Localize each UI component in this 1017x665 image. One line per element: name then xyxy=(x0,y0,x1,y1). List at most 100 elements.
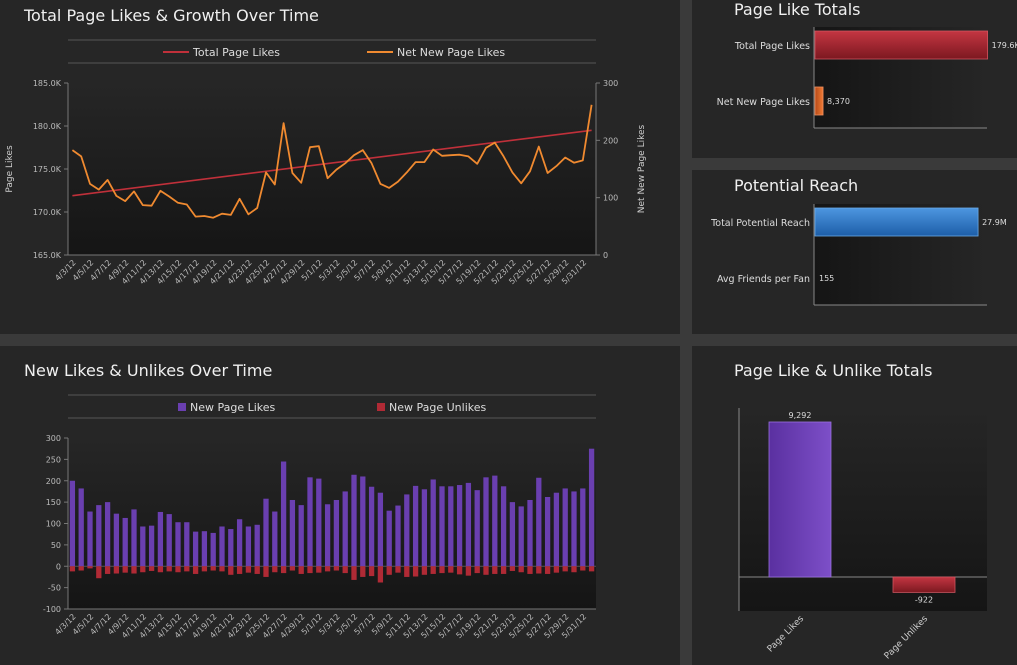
bar-new-page-unlikes xyxy=(430,566,436,574)
bar-new-page-likes xyxy=(210,532,216,567)
bar-new-page-likes xyxy=(439,486,445,567)
bar-new-page-likes xyxy=(289,499,296,567)
bar-new-page-likes xyxy=(175,522,181,567)
bar-new-page-unlikes xyxy=(166,566,172,572)
bar-new-page-likes xyxy=(131,509,137,567)
y2-tick-label: 100 xyxy=(603,194,618,203)
bar-new-page-unlikes xyxy=(474,566,480,574)
bar-new-page-likes xyxy=(536,477,542,567)
bar-new-page-likes xyxy=(157,511,164,567)
bar-new-page-unlikes xyxy=(368,566,375,577)
bar-new-page-unlikes xyxy=(324,566,331,572)
page-like-totals-chart: Total Page Likes 179.6K Net New Page Likes… xyxy=(717,27,1017,129)
category-label: Page Unlikes xyxy=(883,614,931,662)
bar-new-page-unlikes xyxy=(395,566,401,573)
bar-new-page-likes xyxy=(430,479,436,567)
bar-new-page-likes xyxy=(342,491,348,567)
category-label: Avg Friends per Fan xyxy=(717,274,810,285)
bar-new-page-unlikes xyxy=(562,566,568,572)
bar-new-page-unlikes xyxy=(342,566,348,574)
bar-new-page-likes xyxy=(483,477,489,567)
bar-new-page-unlikes xyxy=(236,566,243,574)
bar-new-page-likes xyxy=(368,486,375,567)
bar-new-page-unlikes xyxy=(113,566,120,574)
y2-tick-label: 200 xyxy=(603,136,618,145)
bar xyxy=(814,30,989,60)
bar-new-page-likes xyxy=(421,489,428,567)
y2-axis-title: Net New Page Likes xyxy=(637,124,647,213)
series-net-new-page-likes-line xyxy=(71,104,593,219)
bar-new-page-unlikes xyxy=(96,566,102,579)
bar-new-page-likes xyxy=(474,490,480,567)
bar-new-page-unlikes xyxy=(78,566,84,571)
bar-new-page-likes xyxy=(192,531,199,567)
bar-new-page-unlikes xyxy=(184,566,190,572)
bar-new-page-likes xyxy=(307,477,313,567)
bar-new-page-unlikes xyxy=(421,566,428,575)
y-tick-label: 150 xyxy=(46,498,61,507)
bar-new-page-likes xyxy=(377,492,384,567)
y-tick-label: 250 xyxy=(46,455,61,464)
panel-title: Page Like & Unlike Totals xyxy=(734,361,933,380)
bar-new-page-unlikes xyxy=(483,566,489,575)
bar-new-page-likes xyxy=(69,480,76,567)
bar-new-page-likes xyxy=(588,448,595,567)
page-like-totals-panel: Page Like Totals Total Page Likes 179.6K N… xyxy=(692,0,1017,158)
bar-new-page-unlikes xyxy=(157,566,164,573)
bar-new-page-likes xyxy=(254,524,260,567)
y-tick-label: 170.0K xyxy=(33,208,62,217)
bar-new-page-likes xyxy=(201,531,208,567)
bar-new-page-likes xyxy=(166,514,172,567)
bar-new-page-likes xyxy=(500,486,507,567)
bar-new-page-unlikes xyxy=(272,566,278,573)
bar-new-page-unlikes xyxy=(140,566,146,573)
bar-new-page-unlikes xyxy=(351,566,357,580)
y-tick-label: 100 xyxy=(46,520,61,529)
y2-tick-label: 300 xyxy=(603,79,618,88)
bar-new-page-unlikes xyxy=(386,566,392,575)
bar-new-page-unlikes xyxy=(518,566,524,573)
legend-swatch-new-page-unlikes xyxy=(377,403,385,411)
bar-new-page-likes xyxy=(228,529,234,567)
y-tick-label: 165.0K xyxy=(33,251,62,260)
bar-new-page-unlikes xyxy=(87,566,93,569)
bar-new-page-unlikes xyxy=(69,566,76,572)
bar-new-page-unlikes xyxy=(527,566,533,574)
bar-new-page-likes xyxy=(87,511,93,567)
bar-new-page-unlikes xyxy=(465,566,472,576)
bar-new-page-likes xyxy=(333,499,340,567)
bar-new-page-likes xyxy=(324,504,331,567)
legend-label-new-page-unlikes: New Page Unlikes xyxy=(389,401,486,414)
bar-new-page-unlikes xyxy=(509,566,516,571)
bar-new-page-likes xyxy=(272,511,278,567)
bar-new-page-unlikes xyxy=(588,566,595,572)
y-tick-label: -100 xyxy=(43,605,61,614)
bar-new-page-likes xyxy=(245,526,252,567)
panel-title: Potential Reach xyxy=(734,176,859,195)
bar-new-page-likes xyxy=(404,494,410,567)
legend-label-net-new-page-likes: Net New Page Likes xyxy=(397,46,505,59)
bar-new-page-likes xyxy=(527,499,533,567)
bar-new-page-likes xyxy=(544,496,551,567)
bar-new-page-likes xyxy=(78,488,84,567)
potential-reach-panel: Potential Reach Total Potential Reach 27.… xyxy=(692,170,1017,334)
bar-new-page-unlikes xyxy=(377,566,384,583)
bar-new-page-likes xyxy=(351,474,357,567)
bar-new-page-unlikes xyxy=(456,566,463,575)
y-tick-label: 50 xyxy=(51,541,61,550)
bar-new-page-likes xyxy=(263,498,269,567)
bar-new-page-unlikes xyxy=(219,566,225,572)
bar-new-page-unlikes xyxy=(580,566,586,571)
bar-new-page-unlikes xyxy=(448,566,454,573)
bar-value-label: 179.6K xyxy=(992,41,1017,50)
y-tick-label: 0 xyxy=(56,562,61,571)
bar-new-page-likes xyxy=(140,526,146,567)
y2-tick-label: 0 xyxy=(603,251,608,260)
y-tick-label: 185.0K xyxy=(33,79,62,88)
y-tick-label: 180.0K xyxy=(33,122,62,131)
bar-new-page-unlikes xyxy=(201,566,208,572)
legend-label-total-page-likes: Total Page Likes xyxy=(192,46,280,59)
bar-new-page-unlikes xyxy=(412,566,419,577)
bar-new-page-likes xyxy=(122,517,128,567)
bar-new-page-unlikes xyxy=(571,566,577,573)
